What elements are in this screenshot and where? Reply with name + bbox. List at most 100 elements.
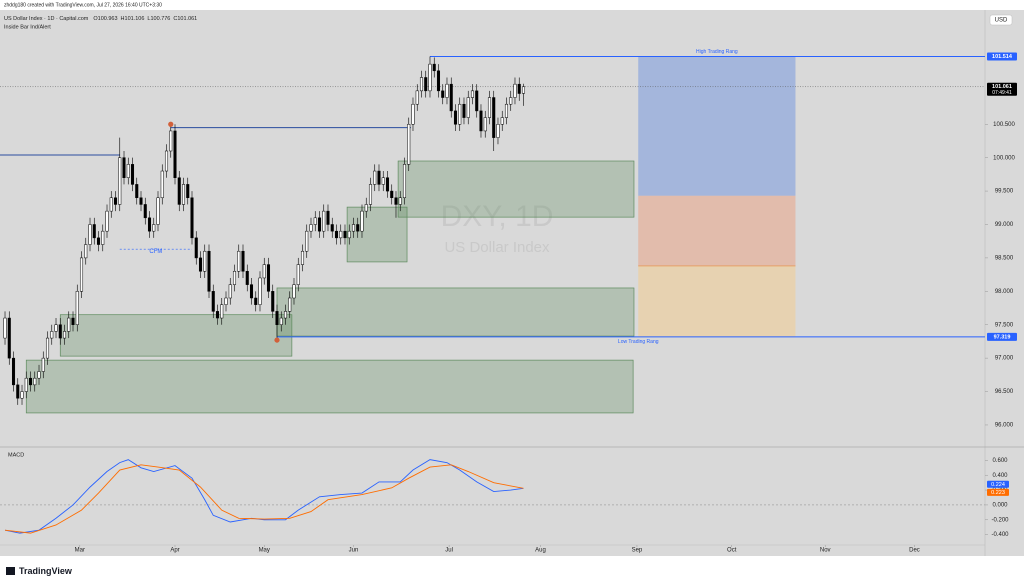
- ohlc-prefix: C: [173, 16, 177, 22]
- candle-body: [71, 317, 75, 325]
- zone: [59, 314, 293, 357]
- candle-body: [194, 237, 198, 259]
- stop-zone: [638, 265, 796, 337]
- last-price: 101.061: [992, 84, 1012, 90]
- candle-body: [428, 63, 432, 92]
- level-price-box: [987, 52, 1017, 61]
- currency: USD: [995, 18, 1008, 24]
- candle-body: [54, 324, 58, 332]
- zone: [346, 206, 408, 263]
- ohlc-value: 101.061: [177, 16, 197, 22]
- ohlc-prefix: H: [121, 16, 125, 22]
- candle-body: [292, 284, 296, 299]
- y-tick-label: 0.000: [992, 503, 1008, 509]
- value-box: [987, 480, 1009, 488]
- marker: [274, 337, 280, 343]
- drawing-layer: DXY, 1D US Dollar Index: [0, 56, 988, 547]
- candle-body: [101, 230, 105, 245]
- candle-body: [88, 224, 92, 245]
- candle-body: [126, 164, 130, 178]
- candle-body: [300, 250, 305, 265]
- candle-body: [313, 217, 317, 225]
- candle-body: [79, 257, 84, 292]
- candle-body: [492, 97, 496, 138]
- candle-body: [364, 204, 368, 212]
- candle-body: [33, 377, 37, 386]
- x-tick-label: Nov: [820, 548, 831, 554]
- candle-body: [475, 90, 479, 112]
- candle-body: [330, 224, 334, 232]
- x-tick-label: Apr: [170, 548, 179, 554]
- candle-body: [309, 224, 313, 232]
- series-value: 0.224: [991, 482, 1005, 488]
- candle-body: [436, 70, 441, 92]
- candle-body: [109, 197, 113, 212]
- candle-body: [432, 63, 436, 72]
- candle-body: [164, 150, 169, 172]
- candle-body: [50, 331, 54, 339]
- candle-body: [283, 311, 288, 319]
- candle-body: [424, 77, 428, 92]
- logo: TradingView: [6, 566, 73, 576]
- candle-body: [177, 177, 181, 205]
- level-label: Low Trading Rang: [618, 339, 659, 345]
- candle-body: [228, 284, 232, 299]
- candle-body: [343, 230, 347, 239]
- candle-body: [487, 97, 492, 118]
- y-tick-label: 99.000: [995, 222, 1014, 228]
- y-tick-label: 100.500: [993, 122, 1015, 128]
- currency-box: [989, 14, 1013, 26]
- candle-body: [237, 250, 241, 272]
- candle-body: [258, 277, 262, 305]
- candle-body: [334, 230, 339, 239]
- symbol-legend: US Dollar Index · 1D · Capital.com O100.9…: [4, 16, 197, 22]
- candle-body: [322, 210, 326, 232]
- pane-title: MACD: [8, 452, 24, 458]
- candle-body: [271, 291, 275, 312]
- x-tick-label: May: [259, 548, 270, 554]
- candle-body: [513, 83, 517, 98]
- x-tick-label: Dec: [909, 548, 920, 554]
- candle-body: [143, 204, 147, 219]
- candle-body: [198, 257, 203, 272]
- candle-body: [419, 77, 424, 92]
- candle-body: [415, 90, 419, 105]
- candle-body: [3, 317, 7, 339]
- candle-body: [207, 250, 211, 292]
- candle-body: [84, 244, 88, 259]
- candle-body: [390, 190, 394, 199]
- watermark: DXY, 1D: [441, 200, 554, 233]
- indicator-name: Inside Bar Ind/Alert: [4, 24, 51, 30]
- candle-body: [215, 311, 220, 319]
- candle-body: [105, 210, 109, 232]
- x-tick-label: Aug: [535, 548, 546, 554]
- candle-body: [37, 371, 41, 379]
- marker: [168, 121, 174, 127]
- candle-body: [296, 264, 300, 285]
- level-price: 101.514: [992, 54, 1013, 60]
- candle-body: [20, 391, 24, 399]
- candle-body: [24, 377, 28, 392]
- symbol: US Dollar Index · 1D · Capital.com: [4, 16, 89, 22]
- last-price-box: [987, 82, 1017, 96]
- candle-body: [62, 331, 67, 339]
- candle-body: [249, 284, 254, 299]
- candle-body: [483, 117, 487, 132]
- candle-body: [288, 297, 292, 312]
- candle-body: [11, 357, 16, 386]
- y-tick-label: 98.000: [995, 289, 1014, 295]
- candle-body: [190, 197, 194, 239]
- candle-body: [7, 317, 11, 359]
- x-tick-label: Oct: [727, 548, 737, 554]
- countdown: 07:49:41: [992, 90, 1012, 96]
- x-tick-label: Jul: [445, 548, 453, 554]
- candle-body: [139, 197, 143, 205]
- candle-body: [402, 164, 407, 199]
- candle-body: [67, 317, 71, 332]
- logo-mark: [6, 567, 15, 575]
- candle-body: [169, 130, 173, 152]
- candle-body: [118, 157, 122, 205]
- zone: [276, 287, 635, 337]
- candle-body: [449, 83, 453, 112]
- y-tick-label: 0.400: [992, 473, 1008, 479]
